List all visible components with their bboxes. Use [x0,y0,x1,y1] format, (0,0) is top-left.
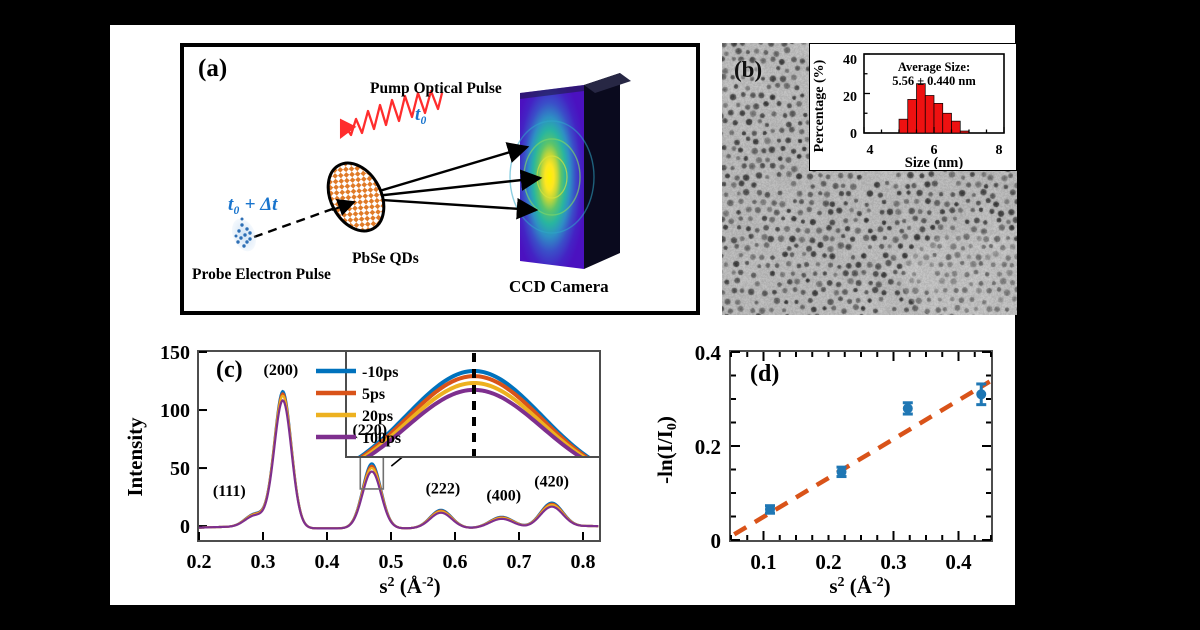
data-point [765,504,775,515]
peak-label-220: (220) [352,422,387,439]
figure-canvas: (a) [110,25,1017,605]
panel-d-tag: (d) [750,361,780,387]
panel-d-ylabel: -ln(I/I0) [653,416,680,484]
panel-a-tag: (a) [198,55,228,82]
probe-time-label: t₀ + Δt [228,194,278,215]
probe-pulse-label: Probe Electron Pulse [192,266,331,283]
detector-label: CCD Camera [509,277,609,296]
histogram-bar [924,95,935,134]
panel-c-xlabel: s2 (Å-2) [379,574,440,598]
peak-label-400: (400) [486,487,521,504]
panel-d-xtick: 0.3 [880,550,906,574]
pump-pulse-label: Pump Optical Pulse [370,80,502,97]
panel-c-tag: (c) [216,357,243,383]
panel-d-xlabel: s2 (Å-2) [829,574,890,598]
panel-c-ytick: 50 [170,458,190,480]
svg-text:4: 4 [867,143,874,158]
legend-label-100ps: 100ps [362,430,401,447]
pump-time-label: t₀ [415,104,427,125]
panel-d-svg: -ln(I/I0) 0 0.2 0.4 0.1 0.2 0.3 0.4 s2 (Å-2) [653,341,993,598]
panel-d-debye-waller-plot: -ln(I/I0) 0 0.2 0.4 0.1 0.2 0.3 0.4 s2 (Å-2) … [650,325,1015,605]
legend-label-5ps: 5ps [362,386,385,403]
panel-c-xtick: 0.7 [507,551,532,573]
panel-c-svg: Intensity 0 50 100 150 0.2 0.3 0.4 0.5 0.6 0.7 0.… [123,342,601,598]
diffraction-curve-100ps [199,399,599,530]
data-point [976,389,987,400]
size-histogram-inset: Percentage (%) 40 20 0 4 6 8 Size (nm) A… [809,43,1017,171]
panel-c-xtick: 0.3 [251,551,276,573]
svg-text:0: 0 [850,127,857,142]
panel-d-xtick: 0.2 [815,550,841,574]
svg-text:40: 40 [843,53,857,68]
sample-label: PbSe QDs [352,250,419,267]
histogram-bar [959,130,970,134]
histogram-annotation-line1: Average Size: [898,60,970,74]
histogram-bar [933,103,944,134]
histogram-svg: Percentage (%) 40 20 0 4 6 8 Size (nm) A… [812,53,1005,169]
panel-c-ytick: 0 [180,516,190,538]
svg-text:Percentage (%): Percentage (%) [812,59,827,152]
panel-d-ytick: 0.4 [695,341,722,365]
histogram-annotation-line2: 5.56 ± 0.440 nm [892,74,976,88]
svg-text:6: 6 [931,143,938,158]
panel-d-ytick: 0.2 [695,435,721,459]
linear-fit-line [733,379,991,537]
histogram-bar [951,120,961,134]
panel-c-ylabel: Intensity [123,417,147,497]
panel-c-ytick: 150 [160,342,190,364]
histogram-bar [907,99,917,134]
data-point [902,403,913,414]
svg-text:8: 8 [996,143,1003,158]
svg-text:20: 20 [843,90,857,105]
panel-d-ytick: 0 [711,529,722,553]
panel-c-xtick: 0.8 [571,551,596,573]
panel-d-xtick: 0.1 [750,550,776,574]
peak-label-111: (111) [213,483,246,500]
panel-c-xtick: 0.5 [379,551,404,573]
legend-label--10ps: -10ps [362,364,398,381]
data-point [836,466,847,477]
peak-label-222: (222) [426,481,461,498]
panel-c-diffraction-plot: Intensity 0 50 100 150 0.2 0.3 0.4 0.5 0.6 0.7 0.… [120,325,650,605]
panel-c-xtick: 0.2 [187,551,212,573]
panel-d-xtick: 0.4 [945,550,972,574]
panel-c-xtick: 0.6 [443,551,468,573]
histogram-bar [916,83,926,134]
histogram-xlabel: Size (nm) [905,155,964,169]
legend-label-20ps: 20ps [362,408,393,425]
panel-c-xtick: 0.4 [315,551,340,573]
histogram-bar [942,112,952,134]
peak-label-420: (420) [534,474,569,491]
histogram-bar [898,118,909,134]
peak-label-200: (200) [264,362,299,379]
panel-a-schematic: (a) [180,43,700,315]
panel-b-tag: (b) [734,57,763,82]
panel-b-tem-image: (b) Percentage (%) 40 20 0 4 6 8 Size [722,43,1017,315]
inset-curve-20ps [362,381,586,456]
panel-c-ytick: 100 [160,400,190,422]
panel-a-drawing [231,73,631,269]
